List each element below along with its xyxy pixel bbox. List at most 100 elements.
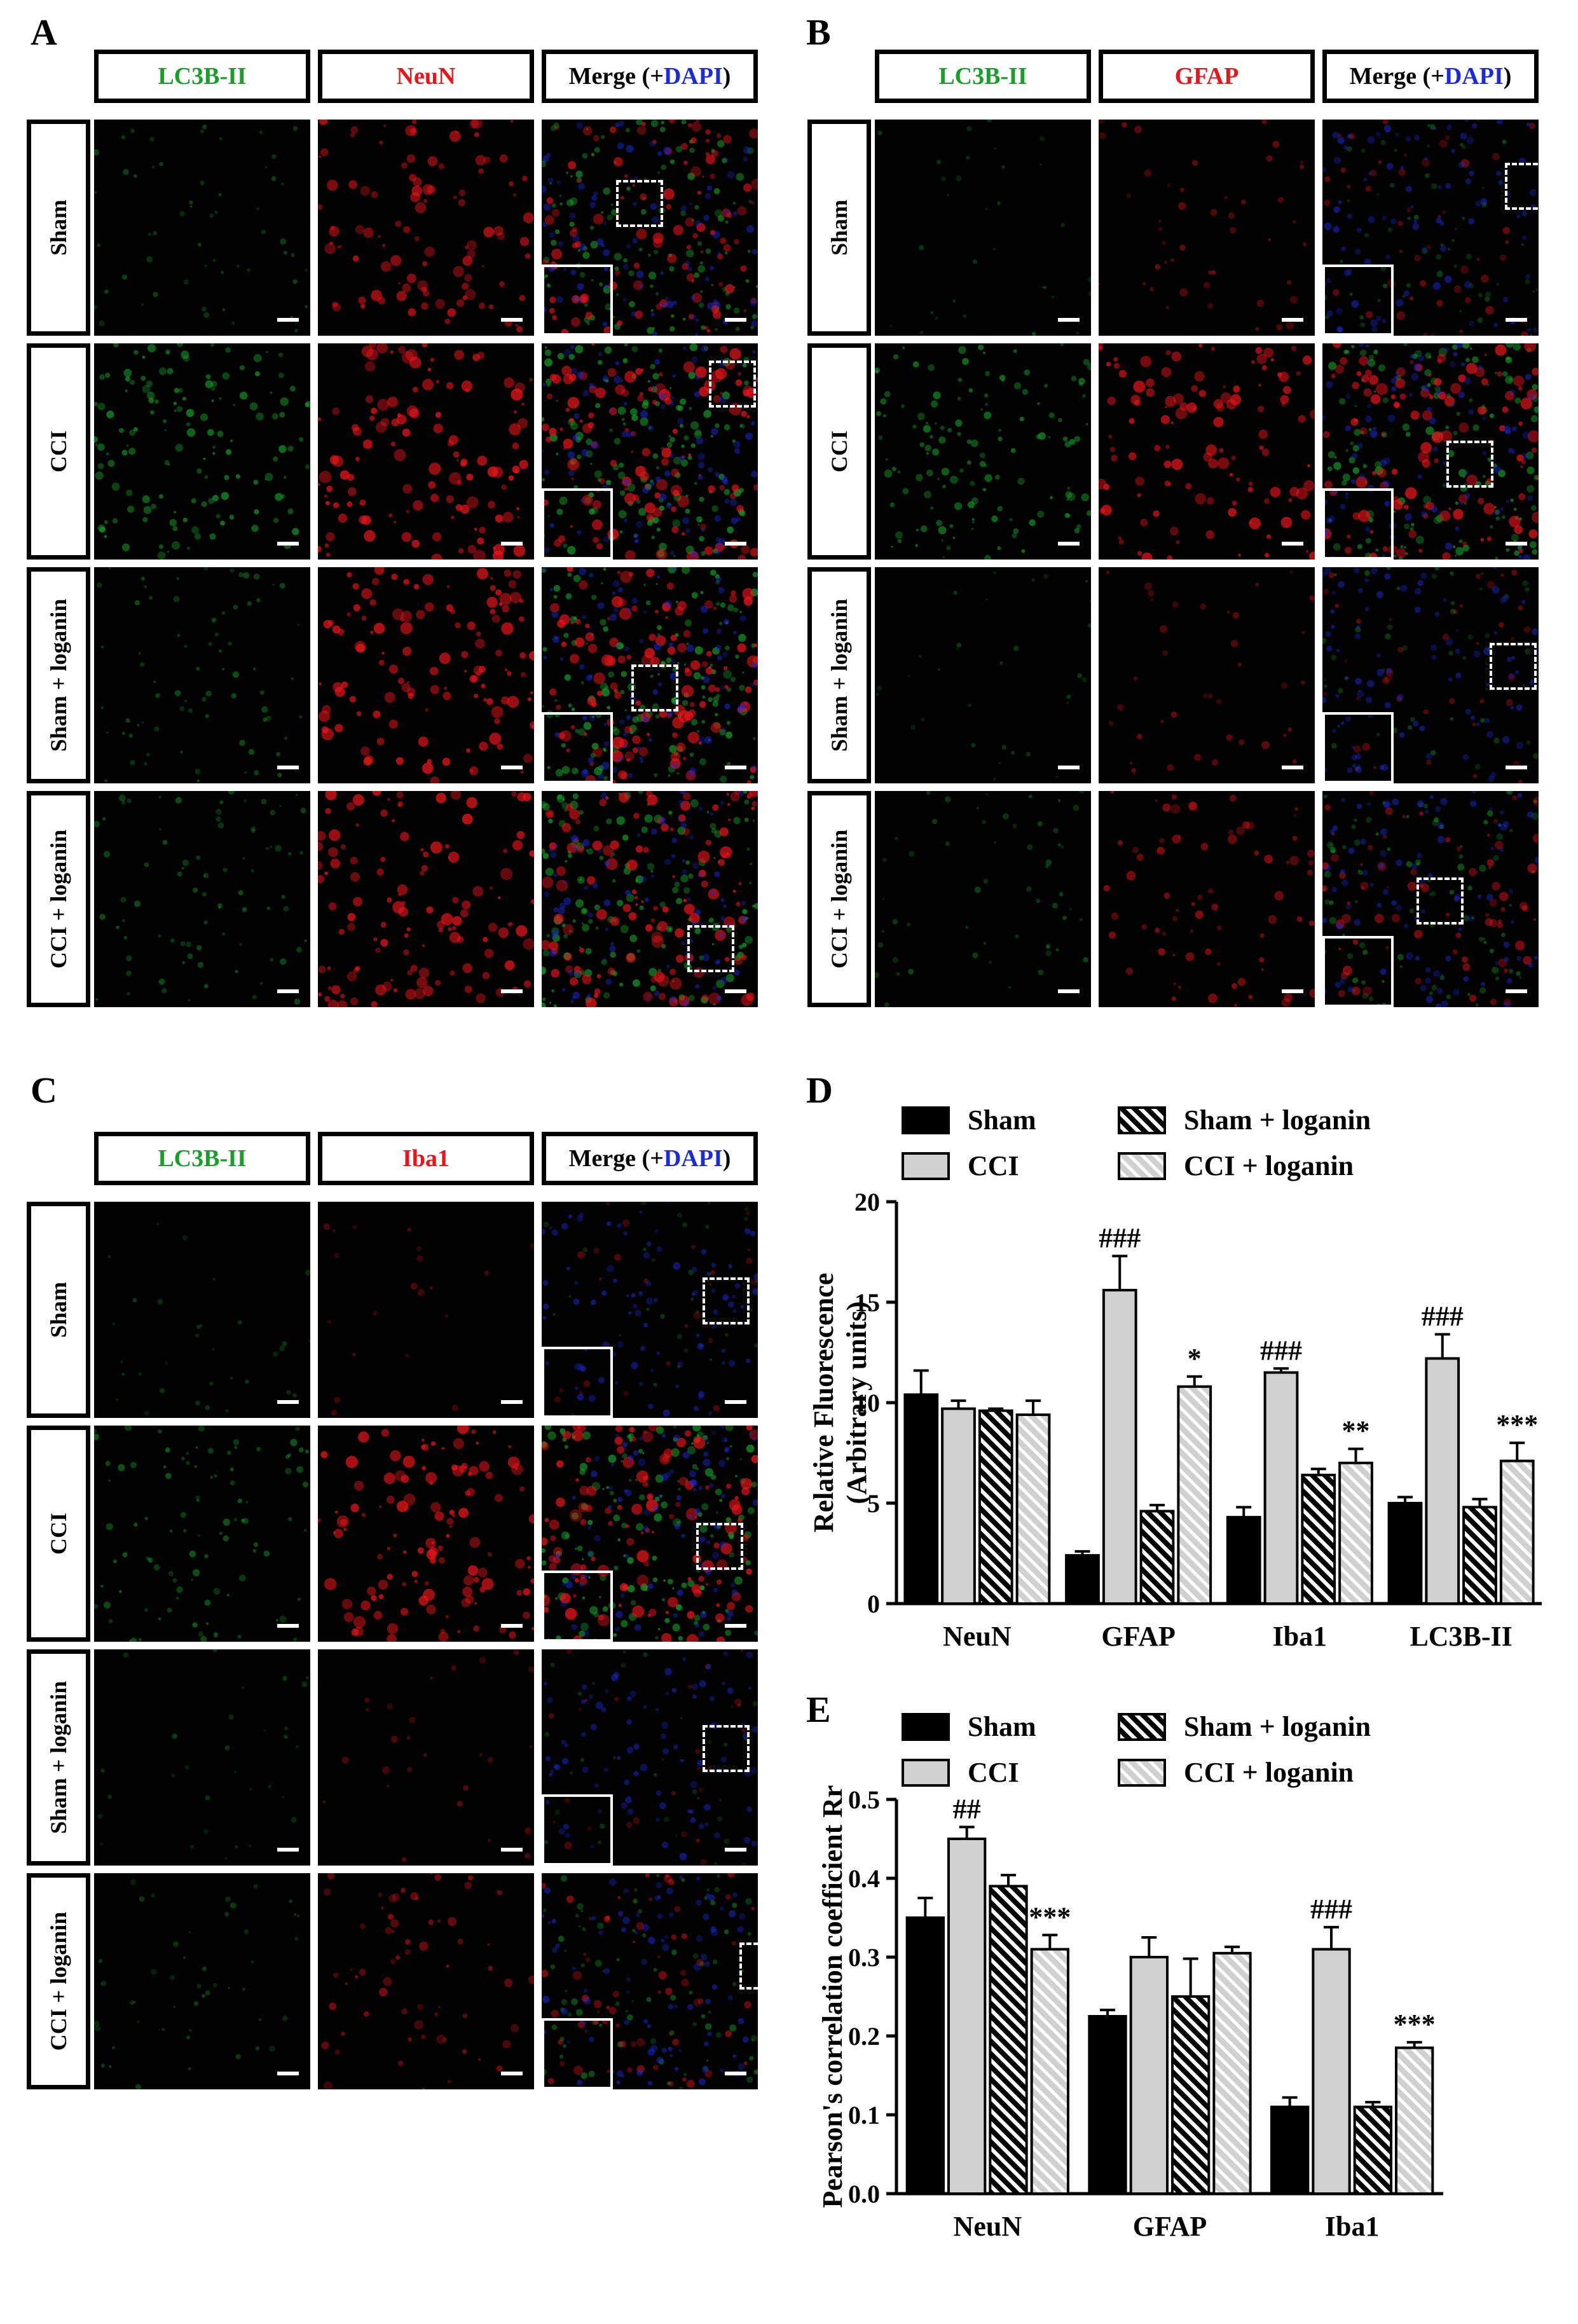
scale-bar (1506, 989, 1527, 993)
col-header-label: GFAP (1174, 63, 1239, 90)
row-header: CCI (807, 343, 871, 560)
zoom-inset (1322, 936, 1394, 1007)
row-header-label: CCI + loganin (46, 829, 71, 969)
bar (1177, 1385, 1212, 1605)
x-tick-label: LC3B-II (1410, 1621, 1512, 1652)
y-tick-label: 0.1 (848, 2101, 880, 2129)
panel-letter-a: A (31, 11, 57, 53)
row-header: Sham (807, 120, 871, 336)
bar (1212, 1951, 1252, 2195)
bar (941, 1407, 976, 1605)
micrograph (1322, 567, 1539, 783)
row-header: CCI (27, 1426, 90, 1642)
micrograph (94, 1873, 310, 2089)
legend-label: CCI + loganin (1184, 1150, 1354, 1181)
legend-swatch (902, 1106, 950, 1134)
roi-box (1417, 877, 1464, 925)
micrograph (542, 567, 758, 783)
scale-bar (501, 1624, 523, 1628)
y-tick-label: 0.2 (848, 2022, 880, 2051)
scale-bar (1282, 766, 1303, 769)
micrograph (1099, 343, 1315, 560)
bar (978, 1409, 1013, 1605)
bar (905, 1916, 945, 2195)
legend-label: CCI (968, 1757, 1019, 1788)
col-header-label: LC3B-II (938, 63, 1027, 90)
column-header: NeuN (318, 50, 534, 103)
legend-label: CCI (968, 1150, 1019, 1181)
micrograph (318, 120, 534, 336)
scale-bar (1058, 989, 1080, 993)
col-header-label: DAPI (1444, 63, 1504, 90)
scale-bar (725, 318, 746, 322)
x-tick-label: NeuN (943, 1621, 1012, 1652)
micrograph (1322, 791, 1539, 1007)
legend-label: Sham + loganin (1184, 1711, 1371, 1742)
scale-bar (501, 2072, 523, 2075)
row-header-label: Sham (46, 1281, 71, 1338)
micrograph (94, 120, 310, 336)
micrograph (318, 1649, 534, 1866)
bar (1065, 1554, 1100, 1605)
significance-mark: *** (1394, 2009, 1436, 2040)
micrograph (875, 791, 1091, 1007)
col-header-label: Merge (+ (568, 1145, 664, 1172)
micrograph (94, 567, 310, 783)
row-header-label: Sham + loganin (827, 598, 852, 752)
scale-bar (725, 542, 746, 546)
roi-box (1446, 441, 1493, 488)
roi-box (739, 1942, 758, 1990)
y-axis-label-2: (Arbitrary units) (841, 1302, 872, 1504)
panel-letter-d: D (806, 1069, 833, 1111)
bar (1338, 1461, 1373, 1605)
zoom-inset (542, 2018, 613, 2089)
x-tick-label: GFAP (1133, 2211, 1207, 2242)
col-header-label: DAPI (663, 63, 723, 90)
micrograph (875, 343, 1091, 560)
scale-bar (725, 1624, 746, 1628)
bar (1263, 1371, 1299, 1605)
zoom-inset (542, 488, 613, 560)
significance-mark: *** (1496, 1409, 1538, 1440)
chart-e: Sham Sham + loganin CCI CCI + loganin 0.0 0.1… (817, 1711, 1443, 2242)
micrograph (94, 343, 310, 560)
scale-bar (725, 989, 746, 993)
bar (903, 1393, 939, 1605)
zoom-inset (1322, 265, 1394, 336)
col-header-label: ) (1503, 63, 1512, 90)
col-header-label: ) (722, 63, 731, 90)
micrograph (318, 1426, 534, 1642)
scale-bar (725, 766, 746, 769)
significance-mark: ** (1342, 1415, 1370, 1447)
y-tick-label: 0 (867, 1590, 880, 1618)
column-header: Merge (+ DAPI) (542, 50, 758, 103)
micrograph (318, 343, 534, 560)
column-header: GFAP (1099, 50, 1315, 103)
row-header-label: Sham + loganin (46, 598, 71, 752)
panel-letter-b: B (806, 11, 831, 53)
bar (1387, 1502, 1423, 1605)
bar (1425, 1357, 1460, 1605)
zoom-inset (542, 1794, 613, 1866)
micrograph (1322, 343, 1539, 560)
zoom-inset (542, 712, 613, 783)
bar (1301, 1473, 1336, 1605)
row-header-label: Sham + loganin (46, 1681, 71, 1834)
significance-mark: ### (1260, 1335, 1302, 1366)
x-tick-label: NeuN (954, 2211, 1022, 2242)
scale-bar (277, 542, 299, 546)
column-header: Iba1 (318, 1132, 534, 1185)
zoom-inset (1322, 712, 1394, 783)
bar (1270, 2105, 1310, 2195)
scale-bar (501, 989, 523, 993)
col-header-label: LC3B-II (158, 1145, 247, 1172)
column-header: Merge (+ DAPI) (1322, 50, 1539, 103)
row-header-label: CCI + loganin (46, 1911, 71, 2051)
col-header-label: Merge (+ (568, 63, 664, 90)
col-header-label: LC3B-II (158, 63, 247, 90)
col-header-label: ) (722, 1145, 731, 1172)
scale-bar (1058, 766, 1080, 769)
y-tick-label: 10 (854, 1389, 880, 1417)
micrograph (542, 343, 758, 560)
row-header-label: CCI (827, 430, 852, 473)
